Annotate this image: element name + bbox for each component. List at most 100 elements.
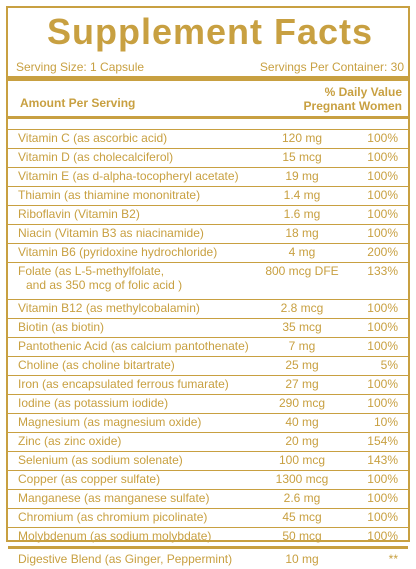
table-row: Iron (as encapsulated ferrous fumarate) 2… xyxy=(8,375,408,394)
header-divider xyxy=(8,116,408,119)
nutrient-dv: 100% xyxy=(367,472,398,486)
nutrient-amount: 10 mg xyxy=(285,552,319,566)
table-row: Manganese (as manganese sulfate) 2.6 mg 10… xyxy=(8,489,408,508)
nutrient-dv: 100% xyxy=(367,529,398,543)
nutrient-dv: 100% xyxy=(367,169,398,183)
nutrient-dv: 100% xyxy=(367,320,398,334)
thick-divider xyxy=(8,76,408,81)
nutrient-name: Chromium (as chromium picolinate) xyxy=(18,510,208,524)
nutrient-name: Manganese (as manganese sulfate) xyxy=(18,491,210,505)
nutrient-dv: 100% xyxy=(367,491,398,505)
nutrient-dv: 200% xyxy=(367,245,398,259)
nutrient-name: Niacin (Vitamin B3 as niacinamide) xyxy=(18,226,204,240)
nutrient-dv: 100% xyxy=(367,339,398,353)
nutrient-name: Copper (as copper sulfate) xyxy=(18,472,161,486)
servings-per-container: Servings Per Container: 30 xyxy=(259,60,404,74)
table-row: Digestive Blend (as Ginger, Peppermint) 1… xyxy=(8,546,408,569)
nutrient-name: Biotin (as biotin) xyxy=(18,320,105,334)
nutrient-name: Vitamin B6 (pyridoxine hydrochloride) xyxy=(18,245,218,259)
nutrient-name: Iodine (as potassium iodide) xyxy=(18,396,169,410)
nutrient-dv: 133% xyxy=(367,264,398,278)
table-row: Vitamin D (as cholecalciferol) 15 mcg 100% xyxy=(8,148,408,167)
nutrient-name: Pantothenic Acid (as calcium pantothenat… xyxy=(18,339,249,353)
table-row: Vitamin E (as d-alpha-tocopheryl acetate… xyxy=(8,167,408,186)
table-row: Vitamin B12 (as methylcobalamin) 2.8 mcg 1… xyxy=(8,299,408,318)
table-row: Choline (as choline bitartrate) 25 mg 5% xyxy=(8,356,408,375)
nutrient-dv: 100% xyxy=(367,188,398,202)
nutrient-amount: 20 mg xyxy=(285,434,319,448)
table-row: Folate (as L-5-methylfolate, and as 350 m… xyxy=(8,262,408,299)
nutrient-name: Iron (as encapsulated ferrous fumarate) xyxy=(18,377,229,391)
table-row: Riboflavin (Vitamin B2) 1.6 mg 100% xyxy=(8,205,408,224)
nutrient-name: Digestive Blend (as Ginger, Peppermint) xyxy=(18,552,233,566)
nutrient-dv: 5% xyxy=(380,358,398,372)
serving-info: Serving Size: 1 Capsule Servings Per Con… xyxy=(16,60,404,74)
table-row: Chromium (as chromium picolinate) 45 mcg 1… xyxy=(8,508,408,527)
nutrient-amount: 18 mg xyxy=(285,226,319,240)
nutrient-name: Molybdenum (as sodium molybdate) xyxy=(18,529,212,543)
nutrient-dv: 100% xyxy=(367,207,398,221)
nutrient-amount: 290 mcg xyxy=(278,396,326,410)
table-row: Biotin (as biotin) 35 mcg 100% xyxy=(8,318,408,337)
nutrient-amount: 1.4 mg xyxy=(283,188,321,202)
nutrient-amount: 35 mcg xyxy=(282,320,322,334)
nutrient-amount: 4 mg xyxy=(288,245,316,259)
nutrient-rows: Vitamin C (as ascorbic acid) 120 mg 100% V… xyxy=(8,129,408,569)
table-row: Pantothenic Acid (as calcium pantothenat… xyxy=(8,337,408,356)
nutrient-amount: 25 mg xyxy=(285,358,319,372)
nutrient-dv: 100% xyxy=(367,150,398,164)
nutrient-name: Riboflavin (Vitamin B2) xyxy=(18,207,140,221)
nutrient-amount: 120 mg xyxy=(281,131,323,145)
nutrient-name: Vitamin E (as d-alpha-tocopheryl acetate… xyxy=(18,169,239,183)
nutrient-amount: 100 mcg xyxy=(278,453,326,467)
nutrient-name: Selenium (as sodium solenate) xyxy=(18,453,183,467)
nutrient-name-continued: and as 350 mcg of folic acid ) xyxy=(26,278,183,292)
nutrient-dv: 143% xyxy=(367,453,398,467)
nutrient-dv: 100% xyxy=(367,377,398,391)
nutrient-name: Thiamin (as thiamine mononitrate) xyxy=(18,188,201,202)
table-row: Magnesium (as magnesium oxide) 40 mg 10% xyxy=(8,413,408,432)
nutrient-dv: 100% xyxy=(367,301,398,315)
nutrient-amount: 15 mcg xyxy=(282,150,322,164)
nutrient-name: Choline (as choline bitartrate) xyxy=(18,358,175,372)
nutrient-name: Vitamin B12 (as methylcobalamin) xyxy=(18,301,200,315)
supplement-facts-panel: Supplement Facts Serving Size: 1 Capsule… xyxy=(6,6,410,566)
table-row: Iodine (as potassium iodide) 290 mcg 100% xyxy=(8,394,408,413)
amount-per-serving-header: Amount Per Serving xyxy=(20,96,136,110)
pregnant-women-label: Pregnant Women xyxy=(303,99,402,113)
table-row: Selenium (as sodium solenate) 100 mcg 143% xyxy=(8,451,408,470)
panel-title: Supplement Facts xyxy=(46,11,374,52)
nutrient-amount: 40 mg xyxy=(285,415,319,429)
nutrient-amount: 27 mg xyxy=(285,377,319,391)
nutrient-amount: 1.6 mg xyxy=(283,207,321,221)
daily-value-label: % Daily Value xyxy=(324,85,402,99)
nutrient-dv: 100% xyxy=(367,226,398,240)
nutrient-amount: 2.8 mcg xyxy=(280,301,324,315)
nutrient-name: Zinc (as zinc oxide) xyxy=(18,434,122,448)
nutrient-amount: 50 mcg xyxy=(282,529,322,543)
nutrient-dv: 100% xyxy=(367,396,398,410)
table-row: Copper (as copper sulfate) 1300 mcg 100% xyxy=(8,470,408,489)
nutrient-dv: 154% xyxy=(367,434,398,448)
table-row: Molybdenum (as sodium molybdate) 50 mcg 10… xyxy=(8,527,408,546)
table-row: Niacin (Vitamin B3 as niacinamide) 18 mg 1… xyxy=(8,224,408,243)
nutrient-name: Magnesium (as magnesium oxide) xyxy=(18,415,202,429)
table-row: Zinc (as zinc oxide) 20 mg 154% xyxy=(8,432,408,451)
nutrient-amount: 45 mcg xyxy=(282,510,322,524)
table-row: Vitamin B6 (pyridoxine hydrochloride) 4 m… xyxy=(8,243,408,262)
nutrient-amount: 1300 mcg xyxy=(275,472,329,486)
serving-size: Serving Size: 1 Capsule xyxy=(16,60,145,74)
nutrient-dv: ** xyxy=(388,552,398,566)
nutrient-amount: 7 mg xyxy=(288,339,316,353)
nutrient-name: Vitamin C (as ascorbic acid) xyxy=(18,131,168,145)
nutrient-name: Folate (as L-5-methylfolate, xyxy=(18,264,165,278)
daily-value-header: % Daily Value Pregnant Women xyxy=(304,85,402,113)
nutrient-amount: 800 mcg DFE xyxy=(265,264,339,278)
nutrient-name: Vitamin D (as cholecalciferol) xyxy=(18,150,174,164)
table-row: Thiamin (as thiamine mononitrate) 1.4 mg 1… xyxy=(8,186,408,205)
nutrient-amount: 19 mg xyxy=(285,169,319,183)
nutrient-dv: 100% xyxy=(367,131,398,145)
table-row: Vitamin C (as ascorbic acid) 120 mg 100% xyxy=(8,129,408,148)
nutrient-dv: 10% xyxy=(373,415,398,429)
nutrient-dv: 100% xyxy=(367,510,398,524)
